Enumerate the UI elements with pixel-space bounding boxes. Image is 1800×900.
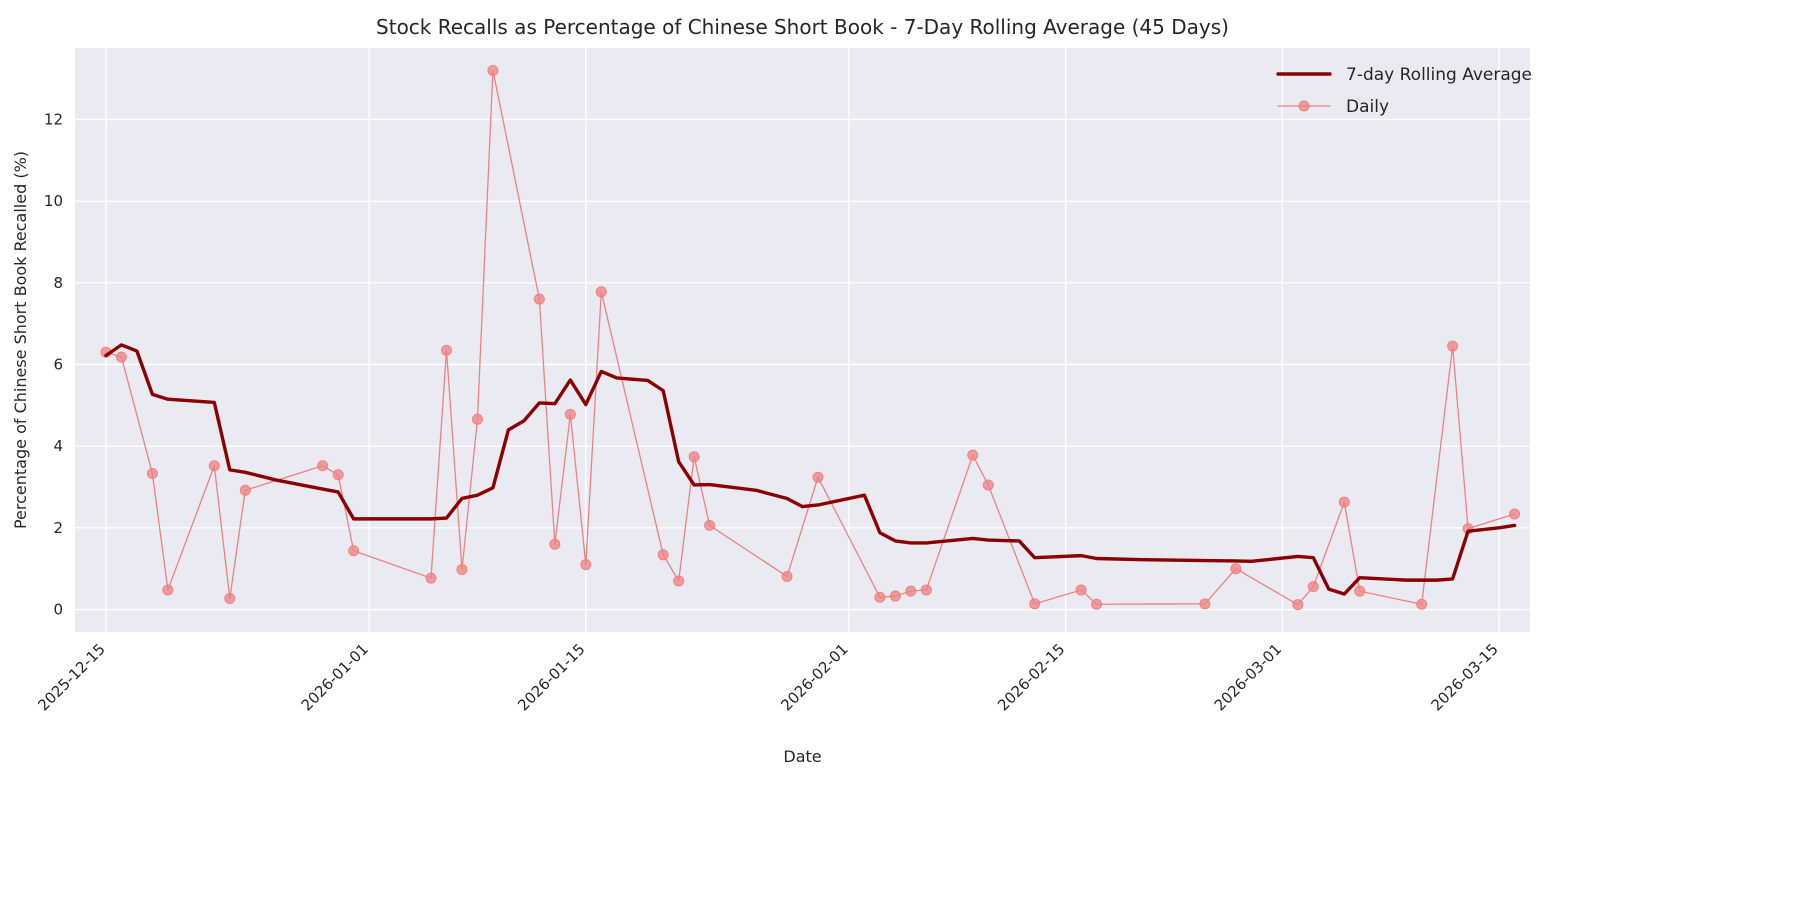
series-7-day-rolling-average [104,343,1517,596]
data-point [564,408,576,420]
data-point [533,293,545,305]
y-tick-label: 6 [53,356,63,374]
data-point [224,593,236,605]
data-point [456,564,468,576]
data-point [425,572,437,584]
chart-title: Stock Recalls as Percentage of Chinese S… [376,15,1229,39]
data-point [580,559,592,571]
y-tick-label: 10 [44,192,63,210]
data-point [1230,563,1242,575]
legend-label: Daily [1346,97,1389,117]
data-point [1292,599,1304,611]
legend-item[interactable]: Daily [1277,97,1389,117]
data-point [1354,585,1366,597]
y-tick-label: 0 [53,601,63,619]
data-point [688,451,700,463]
data-point [348,545,360,557]
y-axis-tick-labels: 0 2 4 6 8 10 12 [44,110,63,618]
data-point [208,460,220,472]
data-point [920,584,932,596]
data-point [1447,340,1459,352]
data-point [595,286,607,298]
y-tick-label: 12 [44,110,63,128]
data-point [874,591,886,603]
legend-label: 7-day Rolling Average [1346,65,1532,85]
data-point [239,484,251,496]
data-point [487,64,499,76]
data-point [704,519,716,531]
data-point [1307,581,1319,593]
data-point [1416,598,1428,610]
plot-area-background [75,48,1530,632]
data-point [1338,496,1350,508]
data-point [317,460,329,472]
data-point [905,585,917,597]
y-tick-label: 4 [53,437,63,455]
data-point [982,479,994,491]
data-point [332,469,344,481]
data-point [812,471,824,483]
data-point [146,468,158,480]
data-point [889,590,901,602]
legend-marker [1298,100,1310,112]
data-series-layer [100,64,1521,611]
data-point [1509,508,1521,520]
data-point [781,570,793,582]
data-point [440,344,452,356]
data-point [657,549,669,561]
data-point [1091,598,1103,610]
data-point [471,413,483,425]
data-point [1075,584,1087,596]
data-point [549,538,561,550]
data-point [162,584,174,596]
y-axis-label: Percentage of Chinese Short Book Recalle… [11,151,30,529]
data-point [967,449,979,461]
x-axis-label: Date [783,747,821,766]
series-line [104,343,1517,596]
data-point [115,351,127,363]
y-tick-label: 8 [53,274,63,292]
data-point [1199,598,1211,610]
legend-item[interactable]: 7-day Rolling Average [1276,65,1532,85]
y-tick-label: 2 [53,519,63,537]
data-point [1029,598,1041,610]
data-point [673,575,685,587]
chart-legend: 7-day Rolling Average Daily [1276,65,1532,117]
